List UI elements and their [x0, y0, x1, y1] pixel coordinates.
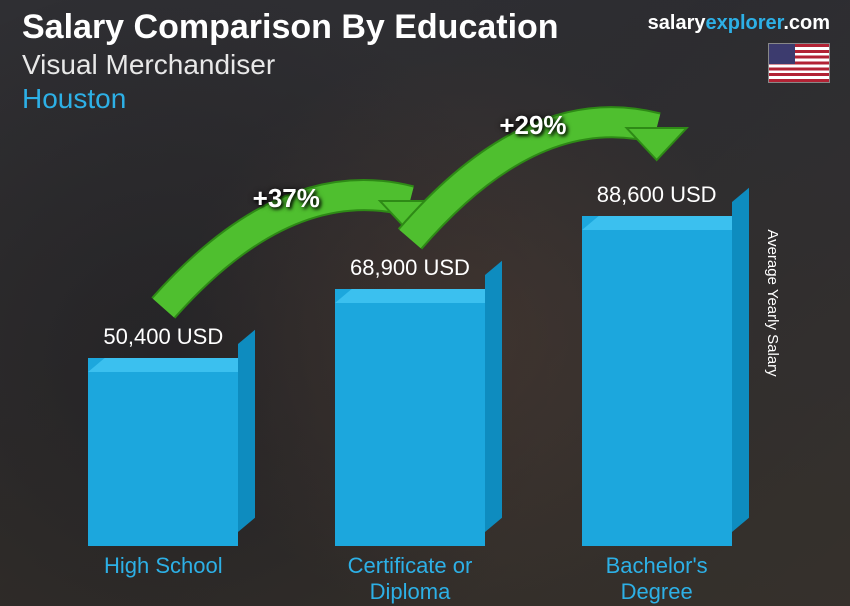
brand-word1: salary: [648, 12, 706, 34]
bar-value-label: 68,900 USD: [350, 255, 470, 281]
bars-row: 50,400 USD 68,900 USD 88,600 USD: [40, 146, 780, 546]
brand-block: salaryexplorer.com: [648, 12, 830, 83]
bar-value-label: 50,400 USD: [103, 324, 223, 350]
x-axis-label: Bachelor'sDegree: [557, 553, 757, 604]
bar-3d: [88, 358, 238, 546]
flag-icon: [768, 43, 830, 83]
bar-group: 68,900 USD: [320, 255, 500, 546]
bar-3d: [335, 289, 485, 546]
brand-text: salaryexplorer.com: [648, 12, 830, 35]
bar-group: 50,400 USD: [73, 324, 253, 546]
bar-3d: [582, 216, 732, 546]
x-axis: High School Certificate orDiploma Bachelor…: [40, 553, 780, 604]
brand-word3: .com: [783, 12, 830, 34]
x-axis-label: High School: [63, 553, 263, 604]
salary-chart: 50,400 USD 68,900 USD 88,600 USD High Sc…: [40, 136, 780, 606]
bar-group: 88,600 USD: [567, 182, 747, 546]
brand-word2: explorer: [705, 12, 783, 34]
page-location: Houston: [22, 83, 828, 115]
bar-value-label: 88,600 USD: [597, 182, 717, 208]
x-axis-label: Certificate orDiploma: [310, 553, 510, 604]
